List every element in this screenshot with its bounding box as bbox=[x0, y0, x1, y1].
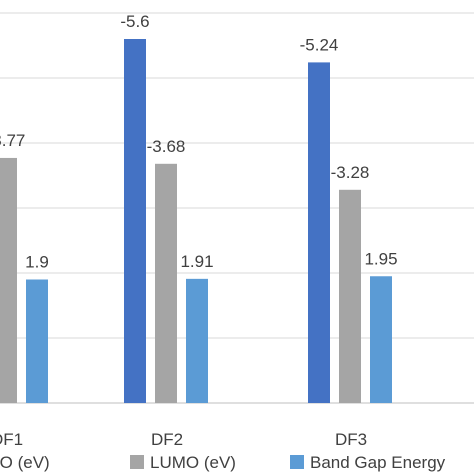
legend-label: LUMO (eV) bbox=[150, 453, 236, 472]
legend-item: HOMO (eV) bbox=[0, 453, 50, 472]
data-label: -5.6 bbox=[120, 12, 149, 31]
data-label: 1.95 bbox=[364, 249, 397, 268]
data-labels: -5.6 -5.24 -3.77 -3.68 -3.28 1.9 1.91 1.95 bbox=[0, 12, 398, 272]
data-label: 1.9 bbox=[25, 253, 49, 272]
bar-band-gap-energy-df1 bbox=[26, 279, 48, 403]
data-label: -3.28 bbox=[331, 163, 370, 182]
legend-label: Band Gap Energy bbox=[310, 453, 446, 472]
bar-lumo-ev-df1 bbox=[0, 157, 17, 403]
data-label: -3.68 bbox=[147, 137, 186, 156]
data-label: -5.24 bbox=[300, 35, 339, 54]
legend-swatch bbox=[130, 455, 144, 469]
bars bbox=[0, 39, 392, 404]
bar-homo-ev-df3 bbox=[308, 62, 330, 404]
x-tick-label: DF1 bbox=[0, 430, 23, 449]
bar-band-gap-energy-df3 bbox=[370, 276, 392, 403]
bar-band-gap-energy-df2 bbox=[186, 278, 208, 403]
x-tick-label: DF3 bbox=[335, 430, 367, 449]
legend-swatch bbox=[290, 455, 304, 469]
bar-lumo-ev-df2 bbox=[155, 163, 177, 403]
data-label: -3.77 bbox=[0, 131, 25, 150]
legend-item: Band Gap Energy bbox=[290, 453, 446, 472]
legend: HOMO (eV) LUMO (eV) Band Gap Energy bbox=[0, 453, 446, 472]
x-tick-labels: DF1 DF2 DF3 bbox=[0, 430, 367, 449]
legend-label: HOMO (eV) bbox=[0, 453, 50, 472]
bar-homo-ev-df2 bbox=[124, 39, 146, 403]
x-tick-label: DF2 bbox=[151, 430, 183, 449]
gridlines bbox=[0, 12, 474, 404]
bar-lumo-ev-df3 bbox=[339, 189, 361, 403]
legend-item: LUMO (eV) bbox=[130, 453, 236, 472]
data-label: 1.91 bbox=[180, 252, 213, 271]
